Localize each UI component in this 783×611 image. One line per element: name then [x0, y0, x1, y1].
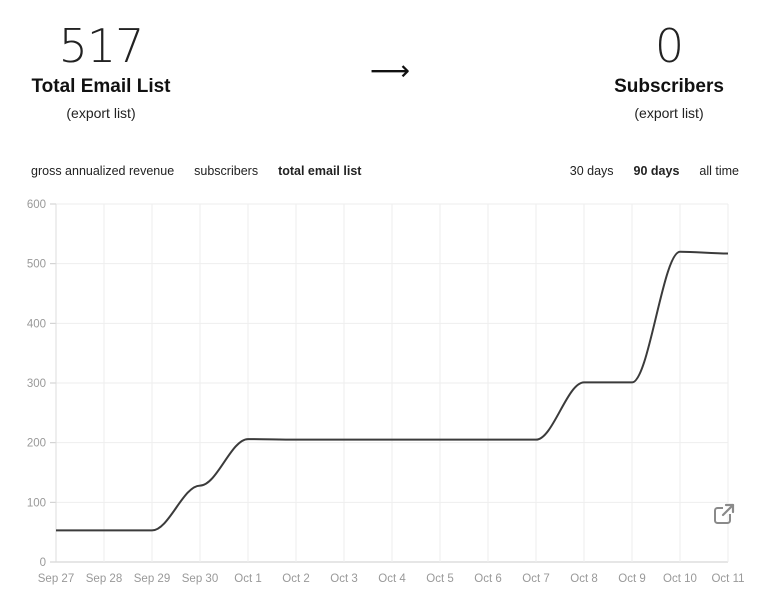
- tab-all-time[interactable]: all time: [699, 164, 739, 178]
- subscribers-count: 0: [654, 19, 684, 73]
- x-tick-label: Oct 6: [474, 573, 501, 585]
- x-tick-label: Sep 27: [38, 573, 74, 585]
- metric-tabs: gross annualized revenue subscribers tot…: [31, 164, 361, 178]
- y-tick-label: 0: [40, 557, 46, 569]
- external-link-icon[interactable]: [712, 502, 736, 526]
- arrow-right-icon: ⟶: [370, 54, 411, 87]
- x-tick-label: Oct 8: [570, 573, 597, 585]
- y-tick-label: 200: [27, 438, 46, 450]
- export-subscribers-link[interactable]: (export list): [634, 105, 704, 121]
- x-tick-label: Oct 4: [378, 573, 406, 585]
- x-tick-label: Oct 11: [711, 573, 744, 585]
- x-tick-label: Oct 1: [234, 573, 261, 585]
- x-tick-label: Oct 9: [618, 573, 645, 585]
- subscribers-stat: 0 Subscribers (export list): [596, 20, 742, 123]
- tab-subscribers[interactable]: subscribers: [194, 164, 259, 178]
- x-tick-label: Oct 7: [522, 573, 549, 585]
- total-email-list-label: Total Email List: [31, 76, 171, 97]
- range-tabs: 30 days 90 days all time: [570, 164, 739, 178]
- line-chart: 0 100 200 300 400 500 600 Sep 27 Sep 28 Sep 29 Sep…: [27, 199, 745, 585]
- y-tick-label: 100: [27, 497, 46, 509]
- total-email-list-stat: 517 Total Email List (export list): [26, 20, 176, 123]
- y-tick-label: 600: [27, 199, 46, 211]
- y-tick-label: 300: [27, 378, 46, 390]
- x-tick-label: Oct 5: [426, 573, 453, 585]
- tab-30-days[interactable]: 30 days: [569, 164, 614, 178]
- subscribers-label: Subscribers: [614, 76, 724, 97]
- tab-90-days[interactable]: 90 days: [633, 164, 680, 178]
- tab-gross-annualized-revenue[interactable]: gross annualized revenue: [31, 164, 175, 178]
- export-email-list-link[interactable]: (export list): [66, 105, 136, 121]
- x-tick-label: Oct 10: [663, 573, 697, 585]
- x-tick-label: Oct 3: [330, 573, 357, 585]
- series-line: [55, 250, 729, 532]
- y-tick-label: 500: [27, 259, 46, 271]
- x-tick-label: Sep 30: [182, 573, 218, 585]
- total-email-list-count: 517: [58, 19, 145, 73]
- x-tick-label: Sep 29: [134, 573, 170, 585]
- y-tick-label: 400: [27, 318, 46, 330]
- tab-total-email-list[interactable]: total email list: [278, 164, 362, 178]
- x-tick-label: Oct 2: [282, 573, 309, 585]
- x-tick-label: Sep 28: [86, 573, 122, 585]
